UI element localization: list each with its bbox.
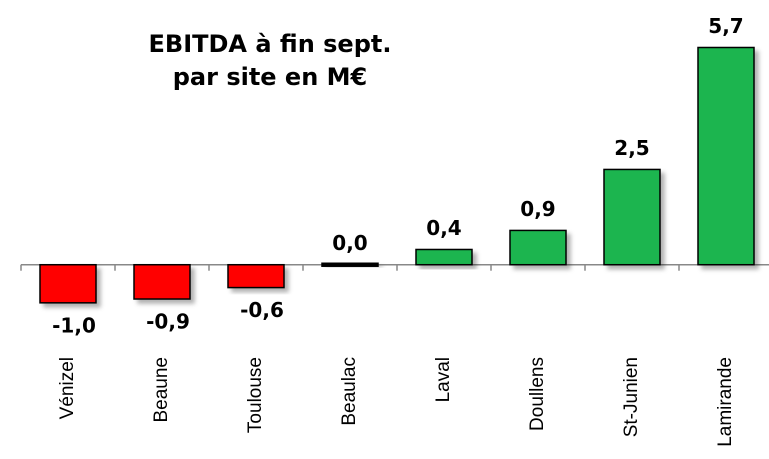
value-label: -1,0 [52,313,96,337]
bar [227,263,285,289]
value-label: 2,5 [614,136,649,160]
value-label: 0,0 [332,231,367,255]
value-label: 5,7 [708,14,743,38]
chart-title: EBITDA à fin sept. [149,30,392,58]
bar [697,46,755,266]
bar [509,229,567,266]
x-tick-label: St-Junien [621,357,642,437]
x-tick-label: Beaune [151,357,172,423]
bar [321,262,379,267]
chart-title: par site en M€ [173,63,367,91]
value-label: 0,4 [426,216,461,240]
x-tick-label: Toulouse [245,357,266,433]
x-tick-label: Doullens [527,357,548,431]
x-tick-label: Lamirande [715,357,736,447]
bar [133,263,191,300]
x-tick-label: Laval [433,357,454,402]
bar [603,168,661,266]
bar [39,263,97,304]
bar [415,248,473,266]
x-tick-label: Vénizel [57,357,78,419]
value-label: -0,6 [240,298,284,322]
x-tick-label: Beaulac [339,357,360,426]
value-label: -0,9 [146,310,190,334]
value-label: 0,9 [520,197,555,221]
